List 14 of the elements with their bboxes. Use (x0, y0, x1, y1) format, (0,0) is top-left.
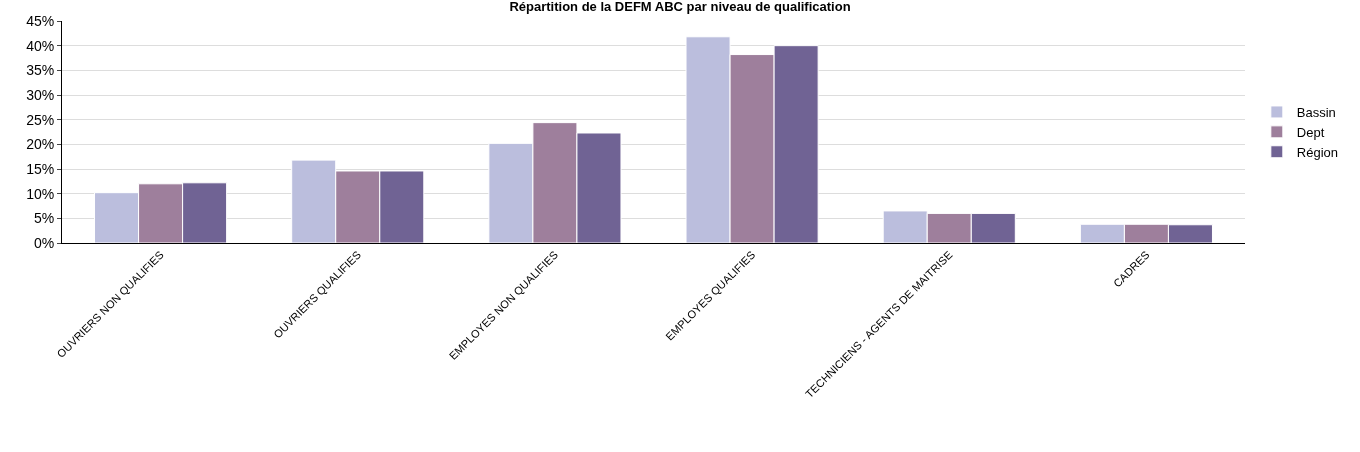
y-tick-label: 40% (26, 37, 55, 54)
y-tick-label: 10% (26, 185, 55, 202)
legend-label: Dept (1296, 124, 1325, 140)
y-tick-label: 0% (33, 234, 55, 251)
y-tick-label: 25% (26, 111, 55, 128)
y-tick-label: 5% (33, 210, 55, 227)
y-tick-label: 35% (26, 62, 55, 79)
y-tick-label: 30% (26, 86, 55, 103)
y-tick-label: 20% (26, 136, 55, 153)
legend-label: Région (1296, 144, 1339, 160)
chart-title: Répartition de la DEFM ABC par niveau de qualification (509, 0, 851, 15)
legend-label: Bassin (1296, 105, 1336, 121)
y-tick-label: 45% (26, 12, 55, 29)
y-tick-label: 15% (26, 160, 55, 177)
